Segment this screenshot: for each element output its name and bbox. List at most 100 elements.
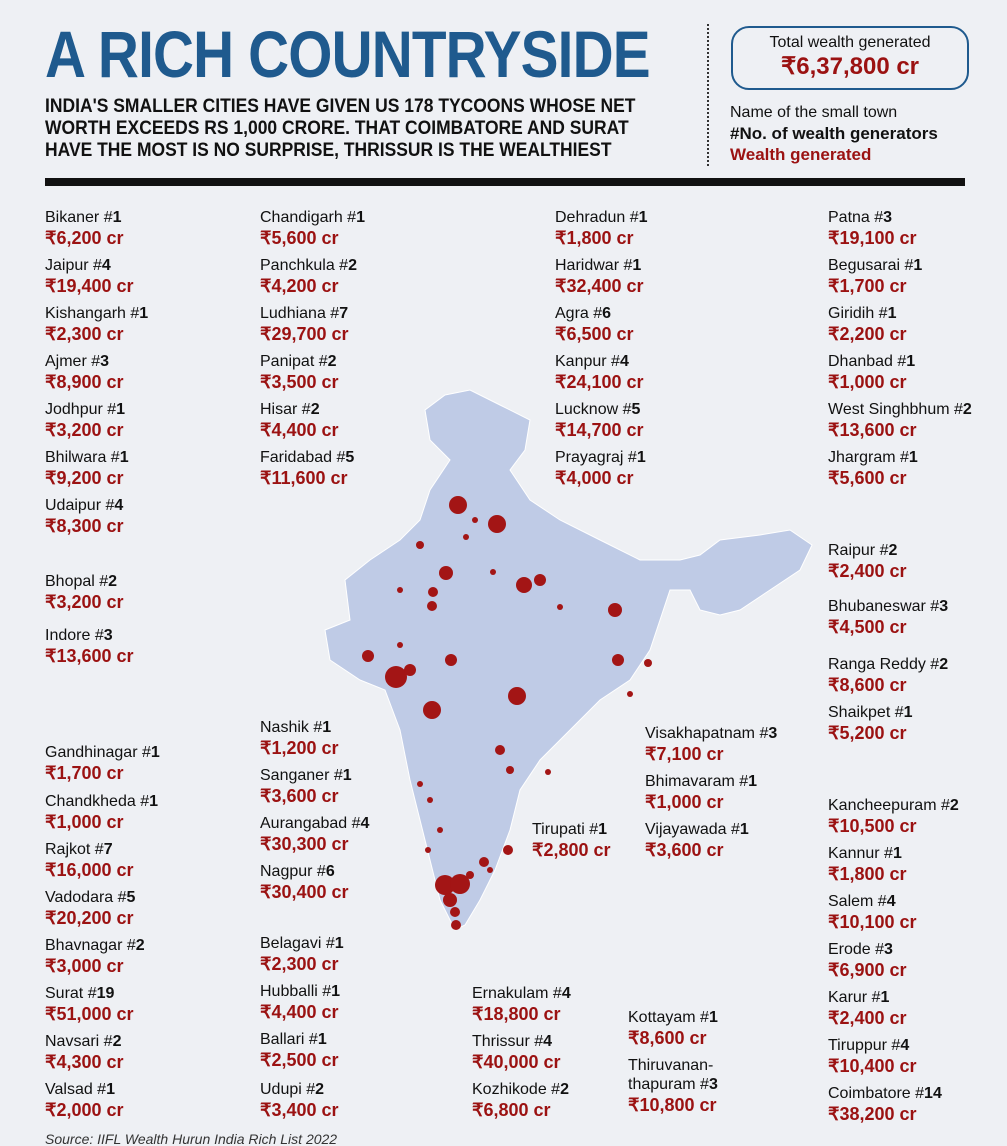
town-name-text: Thrissur # (472, 1033, 544, 1050)
town-wealth: ₹4,200 cr (260, 276, 339, 296)
town-label: Udaipur #4 ₹8,300 cr (45, 496, 124, 537)
town-name-text: Vadodara # (45, 889, 127, 906)
town-name-text: Panipat # (260, 353, 328, 370)
town-label: Chandigarh #1 ₹5,600 cr (260, 208, 365, 249)
town-name-text: Valsad # (45, 1081, 107, 1098)
town-wealth: ₹4,300 cr (45, 1052, 124, 1072)
town-count: 1 (322, 719, 332, 736)
town-name: Thiruvanan-thapuram #3 (628, 1056, 718, 1094)
town-count: 1 (334, 935, 344, 952)
town-count: 5 (345, 449, 355, 466)
wealth-dot (443, 893, 457, 907)
town-name-text: Shaikpet # (828, 704, 904, 721)
town-name-text: Rajkot # (45, 841, 104, 858)
wealth-dot (506, 766, 514, 774)
town-name: Valsad #1 (45, 1080, 124, 1099)
town-label: West Singhbhum #2 ₹13,600 cr (828, 400, 972, 441)
town-name-text: Thiruvanan- (628, 1057, 714, 1074)
town-count: 1 (903, 704, 913, 721)
town-wealth: ₹51,000 cr (45, 1004, 134, 1024)
wealth-dot (397, 587, 403, 593)
town-wealth: ₹20,200 cr (45, 908, 134, 928)
town-name-text: Nagpur # (260, 863, 326, 880)
wealth-dot (385, 666, 407, 688)
wealth-dot (495, 745, 505, 755)
wealth-dot (557, 604, 563, 610)
town-name: Ballari #1 (260, 1030, 339, 1049)
town-count: 7 (339, 305, 349, 322)
wealth-dot (397, 642, 403, 648)
town-name-text: Udaipur # (45, 497, 115, 514)
town-name-text: Udupi # (260, 1081, 316, 1098)
town-count: 1 (356, 209, 365, 226)
wealth-dot (449, 496, 467, 514)
town-name-text: Ludhiana # (260, 305, 340, 322)
town-count: 3 (884, 941, 893, 958)
town-count: 2 (949, 797, 959, 814)
total-value: ₹6,37,800 cr (780, 53, 920, 80)
town-count: 1 (913, 257, 923, 274)
town-name: Visakhapatnam #3 (645, 724, 777, 743)
town-label: Dhanbad #1 ₹1,000 cr (828, 352, 915, 393)
town-count: 19 (96, 985, 115, 1002)
town-label: Vijayawada #1 ₹3,600 cr (645, 820, 749, 861)
town-name: Panchkula #2 (260, 256, 357, 275)
town-count: 3 (103, 627, 113, 644)
town-name: Karur #1 (828, 988, 907, 1007)
town-label: Kottayam #1 ₹8,600 cr (628, 1008, 718, 1049)
town-wealth: ₹14,700 cr (555, 420, 644, 440)
town-label: Nashik #1 ₹1,200 cr (260, 718, 339, 759)
town-wealth: ₹29,700 cr (260, 324, 349, 344)
wealth-dot (608, 603, 622, 617)
town-label: Begusarai #1 ₹1,700 cr (828, 256, 922, 297)
town-name: West Singhbhum #2 (828, 400, 972, 419)
town-label: Thrissur #4 ₹40,000 cr (472, 1032, 561, 1073)
town-label: Bhavnagar #2 ₹3,000 cr (45, 936, 145, 977)
town-name-text: Ballari # (260, 1031, 318, 1048)
town-count: 1 (331, 983, 341, 1000)
wealth-dot (490, 569, 496, 575)
town-name-text: Bhopal # (45, 573, 109, 590)
town-wealth: ₹7,100 cr (645, 744, 724, 764)
town-label: Kishangarh #1 ₹2,300 cr (45, 304, 148, 345)
town-label: Ludhiana #7 ₹29,700 cr (260, 304, 349, 345)
town-count: 1 (317, 1031, 327, 1048)
legend: Name of the small town #No. of wealth ge… (730, 102, 938, 165)
town-label: Indore #3 ₹13,600 cr (45, 626, 134, 667)
town-name-text: Raipur # (828, 542, 889, 559)
town-count: 5 (631, 401, 641, 418)
town-name-text: Salem # (828, 893, 887, 910)
wealth-dot (428, 587, 438, 597)
town-label: Salem #4 ₹10,100 cr (828, 892, 917, 933)
town-name: Raipur #2 (828, 541, 907, 560)
wealth-dot (644, 659, 652, 667)
town-wealth: ₹1,800 cr (555, 228, 634, 248)
wealth-dot (362, 650, 374, 662)
town-name: Hubballi #1 (260, 982, 340, 1001)
town-wealth: ₹8,600 cr (628, 1028, 707, 1048)
town-count: 3 (768, 725, 778, 742)
town-name-text: Panchkula # (260, 257, 349, 274)
town-wealth: ₹24,100 cr (555, 372, 644, 392)
town-name: Dhanbad #1 (828, 352, 915, 371)
town-name: Lucknow #5 (555, 400, 644, 419)
page-title: A RICH COUNTRYSIDE (45, 17, 651, 91)
town-name: Erode #3 (828, 940, 907, 959)
town-name: Bhavnagar #2 (45, 936, 145, 955)
town-name: Gandhinagar #1 (45, 743, 160, 762)
town-name: Jaipur #4 (45, 256, 134, 275)
town-name: Panipat #2 (260, 352, 339, 371)
town-name-text: Kancheepuram # (828, 797, 950, 814)
town-name-text: Bhavnagar # (45, 937, 136, 954)
legend-count: #No. of wealth generators (730, 124, 938, 143)
town-label: Kannur #1 ₹1,800 cr (828, 844, 907, 885)
town-count: 2 (939, 656, 949, 673)
town-name: Hisar #2 (260, 400, 339, 419)
town-name-text: Surat # (45, 985, 97, 1002)
town-count: 1 (598, 821, 608, 838)
town-count: 6 (602, 305, 612, 322)
town-wealth: ₹11,600 cr (260, 468, 348, 488)
town-wealth: ₹3,400 cr (260, 1100, 339, 1120)
wealth-dot (427, 797, 433, 803)
